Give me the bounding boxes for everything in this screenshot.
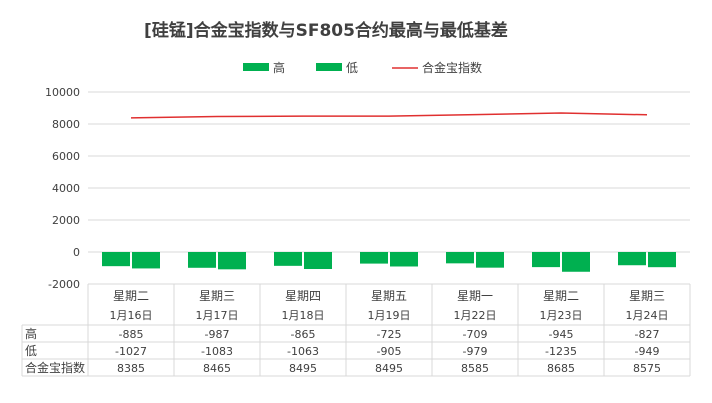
category-date: 1月18日 — [282, 309, 325, 322]
category-date: 1月19日 — [368, 309, 411, 322]
table-cell: -987 — [205, 328, 230, 341]
category-date: 1月24日 — [626, 309, 669, 322]
y-tick-label: 6000 — [52, 150, 80, 163]
category-weekday: 星期四 — [285, 289, 321, 303]
table-cell: 8585 — [461, 362, 489, 375]
bar-low — [304, 252, 332, 270]
y-axis: 10000 8000 6000 4000 2000 0 -2000 — [45, 86, 80, 291]
table-cell: -827 — [635, 328, 660, 341]
table-cell: 8385 — [117, 362, 145, 375]
category-date: 1月16日 — [110, 309, 153, 322]
category-weekday: 星期五 — [371, 289, 407, 303]
y-tick-label: -2000 — [48, 278, 80, 291]
y-tick-label: 4000 — [52, 182, 80, 195]
chart-title: [硅锰]合金宝指数与SF805合约最高与最低基差 — [144, 21, 508, 41]
table-cell: -1235 — [545, 345, 577, 358]
category-date: 1月17日 — [196, 309, 239, 322]
table-cell: -725 — [377, 328, 402, 341]
y-tick-label: 2000 — [52, 214, 80, 227]
table-cell: -979 — [463, 345, 488, 358]
table-cell: -1083 — [201, 345, 233, 358]
bar-low — [562, 252, 590, 272]
table-cell: -905 — [377, 345, 402, 358]
bar-high — [274, 252, 302, 266]
legend-index-label: 合金宝指数 — [422, 60, 482, 75]
bars — [102, 252, 676, 272]
category-weekday: 星期三 — [199, 289, 235, 303]
table-row-label: 低 — [25, 344, 37, 358]
legend-low-swatch — [316, 63, 342, 71]
category-weekday: 星期二 — [543, 289, 579, 303]
legend-low-label: 低 — [346, 61, 358, 75]
table-cell: 8495 — [289, 362, 317, 375]
category-date: 1月23日 — [540, 309, 583, 322]
category-weekday: 星期一 — [457, 289, 493, 303]
bar-low — [648, 252, 676, 268]
y-tick-label: 10000 — [45, 86, 80, 99]
bar-low — [132, 252, 160, 269]
index-line — [130, 112, 648, 119]
bar-high — [618, 252, 646, 266]
table-cell: -865 — [291, 328, 316, 341]
legend: 高 低 合金宝指数 — [243, 60, 482, 75]
table-cell: -709 — [463, 328, 488, 341]
index-series-line — [130, 112, 648, 119]
y-tick-label: 8000 — [52, 118, 80, 131]
y-tick-label: 0 — [73, 246, 80, 259]
category-weekday: 星期二 — [113, 289, 149, 303]
bar-high — [188, 252, 216, 268]
gridlines — [88, 91, 690, 285]
table-cell: 8685 — [547, 362, 575, 375]
table-cell: -949 — [635, 345, 660, 358]
data-table: 星期二 1月16日 星期三 1月17日 星期四 1月18日 星期五 1月19日 星期一 1月22日… — [21, 284, 691, 377]
bar-low — [476, 252, 504, 268]
table-cell: -1063 — [287, 345, 319, 358]
table-cell: 8575 — [633, 362, 661, 375]
bar-low — [218, 252, 246, 270]
table-cell: 8465 — [203, 362, 231, 375]
table-cell: -1027 — [115, 345, 147, 358]
bar-high — [532, 252, 560, 268]
category-weekday: 星期三 — [629, 289, 665, 303]
bar-low — [390, 252, 418, 267]
table-cell: -885 — [119, 328, 144, 341]
legend-high-label: 高 — [273, 60, 285, 75]
table-cell: 8495 — [375, 362, 403, 375]
category-date: 1月22日 — [454, 309, 497, 322]
legend-high-swatch — [243, 63, 269, 71]
table-row-label: 合金宝指数 — [25, 360, 85, 375]
bar-high — [446, 252, 474, 264]
bar-high — [360, 252, 388, 264]
bar-high — [102, 252, 130, 267]
table-cell: -945 — [549, 328, 574, 341]
table-row-label: 高 — [25, 326, 37, 341]
